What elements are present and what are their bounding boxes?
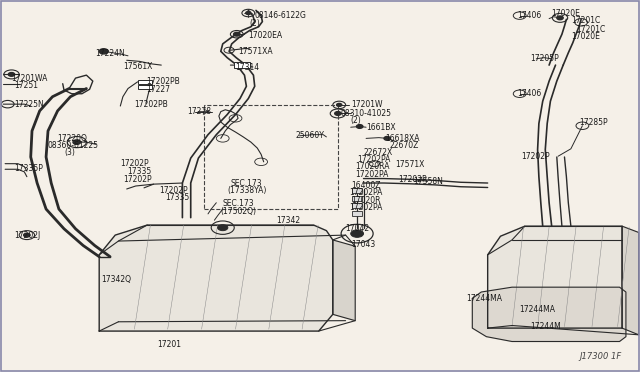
Text: (17338YA): (17338YA) [227,186,267,195]
Text: 22670Z: 22670Z [389,141,419,150]
Text: 17201W: 17201W [351,100,382,109]
Text: 17020R: 17020R [351,196,380,205]
Polygon shape [99,225,333,331]
Text: 17561X: 17561X [123,62,152,71]
Text: 17020RA: 17020RA [355,162,390,171]
Text: (17502Q): (17502Q) [221,207,257,216]
Bar [138,80,152,84]
Text: 17201C: 17201C [571,16,600,25]
Circle shape [351,230,364,237]
Polygon shape [333,240,355,321]
Bar [352,196,362,201]
Text: 17202P: 17202P [120,159,149,168]
Polygon shape [488,226,622,328]
Circle shape [24,233,30,237]
Text: 17202P: 17202P [398,175,427,184]
Text: 17227: 17227 [146,85,170,94]
Text: 17202J: 17202J [14,231,40,240]
Bar [234,62,250,68]
Bar [138,85,152,89]
Circle shape [234,32,240,36]
Text: J17300 1F: J17300 1F [580,352,622,361]
Circle shape [218,225,228,231]
Text: 17202PA: 17202PA [355,170,388,179]
Text: 17220Q: 17220Q [58,134,88,143]
Text: 17224N: 17224N [95,49,124,58]
Text: 17205P: 17205P [530,54,559,63]
Circle shape [356,125,363,128]
Text: 25060Y: 25060Y [296,131,324,140]
Bar [352,203,362,208]
Text: 17043: 17043 [351,240,375,249]
Bar [352,188,362,193]
Text: 08146-6122G: 08146-6122G [255,11,307,20]
Circle shape [384,137,390,140]
Text: 17202PA: 17202PA [357,155,390,164]
Text: 17020EA: 17020EA [248,31,282,40]
Text: 17406: 17406 [517,89,541,98]
Text: 17202PA: 17202PA [349,203,382,212]
Text: (2): (2) [250,19,260,28]
Text: 17244MA: 17244MA [520,305,556,314]
Text: 17202PA: 17202PA [349,188,382,197]
Circle shape [335,112,341,115]
Text: (3): (3) [64,148,75,157]
Text: 08360-61225: 08360-61225 [48,141,99,150]
Circle shape [246,12,251,15]
Text: 17202PB: 17202PB [134,100,168,109]
Text: SEC.173: SEC.173 [223,199,254,208]
Text: 17314: 17314 [236,63,260,72]
Polygon shape [622,226,639,335]
Text: 17202PB: 17202PB [146,77,180,86]
Text: 17202P: 17202P [522,153,550,161]
Text: 16618XA: 16618XA [385,134,420,143]
Text: 17278: 17278 [187,107,211,116]
Text: 17020E: 17020E [552,9,580,17]
Text: 22672X: 22672X [364,148,393,157]
Text: 17201: 17201 [157,340,181,349]
Text: 17225N: 17225N [14,100,44,109]
Circle shape [8,73,15,76]
Text: 17201C: 17201C [576,25,605,33]
Text: 17244MA: 17244MA [466,294,502,303]
Bar [352,211,362,216]
Circle shape [557,16,563,20]
Circle shape [99,49,108,54]
Text: 17020E: 17020E [571,32,600,41]
Text: 17042: 17042 [346,224,370,233]
Text: (2): (2) [351,116,362,125]
Text: 16400Z: 16400Z [351,181,380,190]
Polygon shape [472,287,626,341]
Text: 17251: 17251 [14,81,38,90]
Text: 17342: 17342 [276,216,301,225]
Text: 17285P: 17285P [579,118,608,126]
Text: SEC.173: SEC.173 [230,179,262,187]
Text: 17202P: 17202P [159,186,188,195]
Text: 17201WA: 17201WA [12,74,48,83]
Text: 17406: 17406 [517,11,541,20]
Text: 08310-41025: 08310-41025 [340,109,392,118]
Text: 1661BX: 1661BX [366,123,396,132]
Text: 17335: 17335 [165,193,189,202]
Text: 17244M: 17244M [530,322,561,331]
Text: 17202P: 17202P [123,175,152,184]
Text: 17335: 17335 [127,167,151,176]
Text: 17558N: 17558N [413,177,443,186]
Circle shape [73,140,81,144]
Text: 17571XA: 17571XA [238,47,273,56]
Text: 17342Q: 17342Q [101,275,131,284]
Circle shape [337,103,342,106]
Bar [204,105,338,209]
Text: 17335P: 17335P [14,164,43,173]
Text: 17571X: 17571X [396,160,425,169]
